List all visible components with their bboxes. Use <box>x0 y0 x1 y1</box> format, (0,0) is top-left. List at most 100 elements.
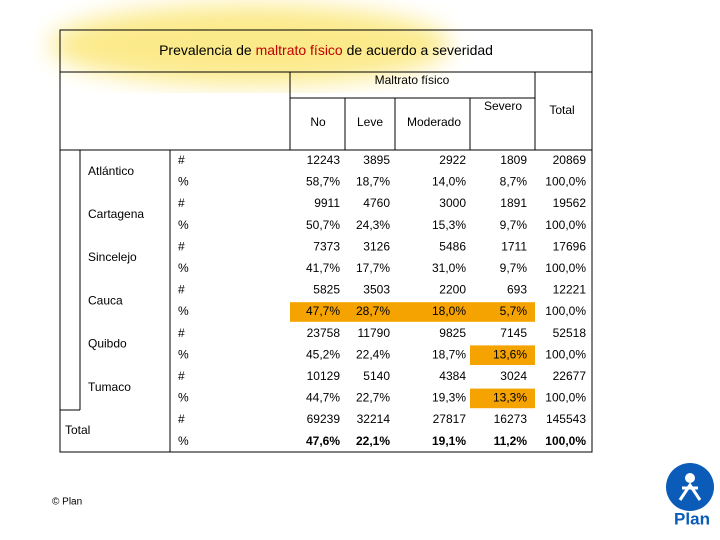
cell-value: 22,7% <box>356 391 390 405</box>
cell-value: 1891 <box>500 196 527 210</box>
cell-value: 100,0% <box>545 261 586 275</box>
cell-highlight <box>395 302 470 322</box>
cell-value: 1809 <box>500 153 527 167</box>
cell-value: 27817 <box>433 412 467 426</box>
title-part: Prevalencia de <box>159 42 252 58</box>
region-label: Total <box>65 423 90 437</box>
column-header: Total <box>549 103 574 117</box>
cell-value: 9825 <box>439 326 466 340</box>
table-body: No Leve Moderado Severo Atlántico # 12243 3895 2… <box>65 99 586 448</box>
measure-label: % <box>178 218 189 232</box>
column-header: No <box>310 115 326 129</box>
cell-value: 7373 <box>313 239 340 253</box>
region-label: Cartagena <box>88 207 144 221</box>
column-header: Severo <box>484 99 522 113</box>
cell-highlight <box>290 302 345 322</box>
cell-value: 19,1% <box>432 434 466 448</box>
cell-value: 69239 <box>307 412 341 426</box>
cell-value: 28,7% <box>356 304 390 318</box>
logo-figure <box>685 473 695 483</box>
cell-value: 100,0% <box>545 434 586 448</box>
cell-value: 5825 <box>313 283 340 297</box>
cell-value: 44,7% <box>306 391 340 405</box>
cell-value: 693 <box>507 283 527 297</box>
measure-label: % <box>178 261 189 275</box>
measure-label: % <box>178 434 189 448</box>
cell-value: 18,7% <box>432 347 466 361</box>
cell-value: 145543 <box>546 412 586 426</box>
cell-highlight <box>470 345 535 365</box>
cell-value: 22677 <box>553 369 587 383</box>
cell-value: 17696 <box>553 239 587 253</box>
cell-value: 3000 <box>439 196 466 210</box>
brush-highlight <box>50 5 450 85</box>
measure-label: % <box>178 175 189 189</box>
cell-value: 17,7% <box>356 261 390 275</box>
measure-label: % <box>178 391 189 405</box>
cell-value: 4760 <box>363 196 390 210</box>
cell-value: 47,7% <box>306 304 340 318</box>
cell-value: 47,6% <box>306 434 340 448</box>
cell-value: 100,0% <box>545 347 586 361</box>
cell-value: 13,6% <box>493 347 527 361</box>
cell-value: 100,0% <box>545 218 586 232</box>
measure-label: # <box>178 283 185 297</box>
cell-value: 16273 <box>494 412 528 426</box>
cell-value: 4384 <box>439 369 466 383</box>
cell-value: 22,1% <box>356 434 390 448</box>
cell-value: 1711 <box>501 239 527 253</box>
table-frame <box>59 29 593 453</box>
logo-text: Plan <box>674 509 710 528</box>
cell-value: 41,7% <box>306 261 340 275</box>
cell-value: 32214 <box>357 412 391 426</box>
cell-value: 5486 <box>439 239 466 253</box>
region-label: Cauca <box>88 293 123 307</box>
cell-value: 22,4% <box>356 347 390 361</box>
measure-label: # <box>178 239 185 253</box>
cell-value: 9,7% <box>500 261 528 275</box>
cell-value: 18,0% <box>432 304 466 318</box>
region-label: Tumaco <box>88 380 131 394</box>
title: Prevalencia de maltrato físico de acuerd… <box>159 42 493 58</box>
measure-label: # <box>178 326 185 340</box>
cell-value: 15,3% <box>432 218 466 232</box>
cell-highlight <box>470 302 535 322</box>
cell-value: 11790 <box>358 326 391 340</box>
cell-value: 12221 <box>553 283 587 297</box>
cell-value: 9911 <box>314 196 340 210</box>
cell-value: 2200 <box>439 283 466 297</box>
cell-value: 13,3% <box>493 391 527 405</box>
cell-value: 10129 <box>307 369 341 383</box>
cell-value: 2922 <box>439 153 466 167</box>
title-highlight: maltrato físico <box>256 42 343 58</box>
logo: Plan <box>666 463 714 528</box>
footer: © Plan <box>52 497 82 508</box>
measure-label: # <box>178 196 185 210</box>
cell-value: 20869 <box>553 153 587 167</box>
cell-value: 3024 <box>500 369 527 383</box>
measure-label: # <box>178 369 185 383</box>
measure-label: # <box>178 412 185 426</box>
cell-value: 5140 <box>363 369 390 383</box>
cell-value: 3895 <box>363 153 390 167</box>
region-label: Quibdo <box>88 337 127 351</box>
cell-highlight <box>345 302 395 322</box>
cell-value: 58,7% <box>306 175 340 189</box>
measure-label: % <box>178 304 189 318</box>
cell-value: 100,0% <box>545 175 586 189</box>
measure-label: # <box>178 153 185 167</box>
cell-value: 14,0% <box>432 175 466 189</box>
cell-value: 3126 <box>363 239 390 253</box>
cell-value: 18,7% <box>356 175 390 189</box>
cell-value: 23758 <box>307 326 341 340</box>
cell-value: 12243 <box>307 153 341 167</box>
cell-value: 52518 <box>553 326 587 340</box>
column-header: Moderado <box>407 115 461 129</box>
cell-value: 24,3% <box>356 218 390 232</box>
measure-label: % <box>178 347 189 361</box>
cell-value: 19,3% <box>432 391 466 405</box>
title-part: de acuerdo a severidad <box>347 42 493 58</box>
cell-value: 11,2% <box>494 434 528 448</box>
cell-value: 19562 <box>553 196 587 210</box>
